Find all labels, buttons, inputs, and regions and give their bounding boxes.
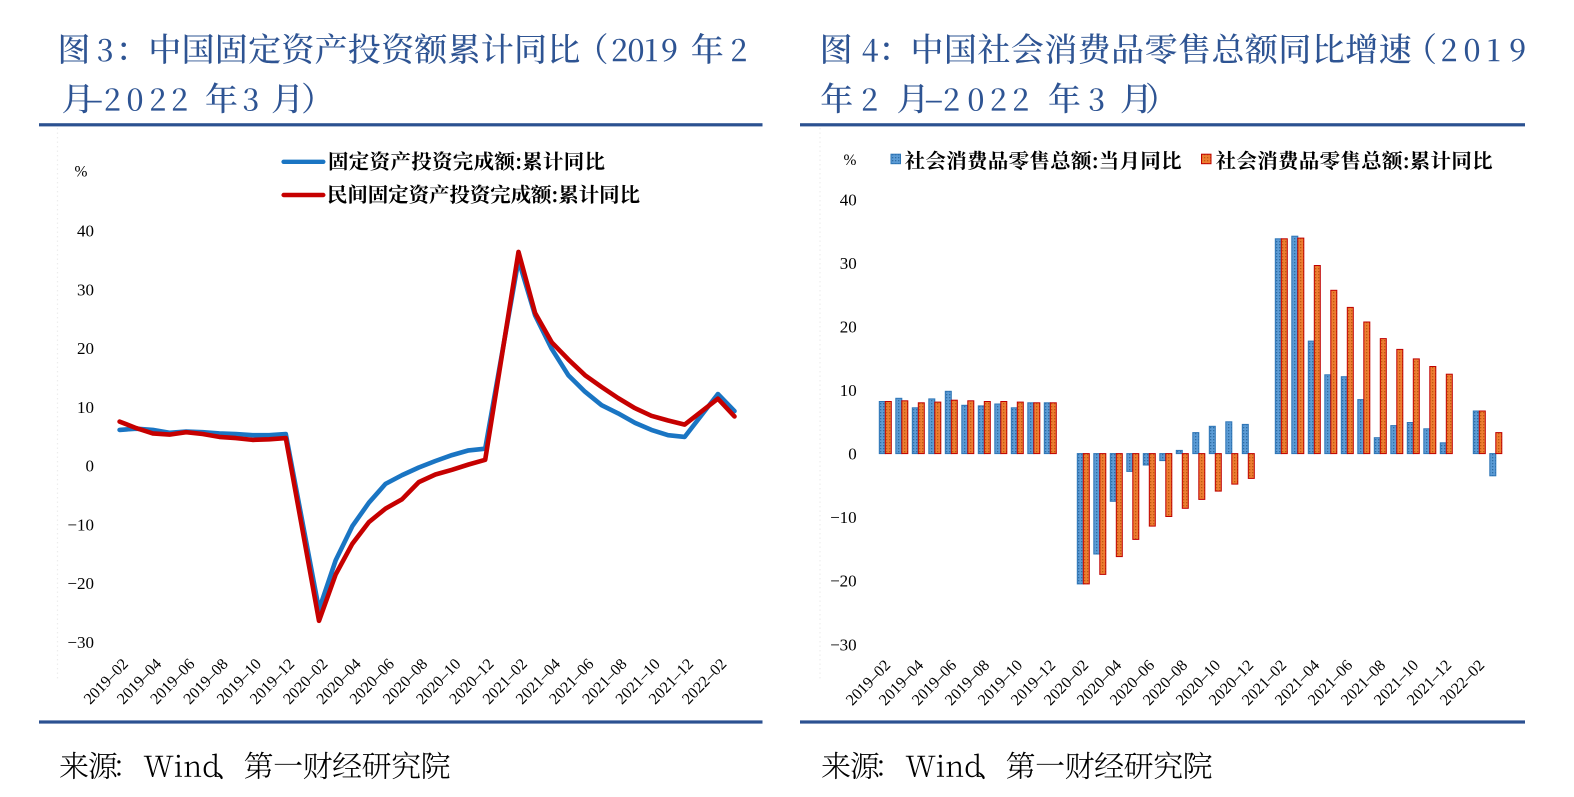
svg-text:40: 40 — [840, 190, 857, 209]
svg-text:20: 20 — [77, 339, 94, 358]
svg-text:10: 10 — [77, 398, 94, 417]
svg-text:%: % — [844, 152, 857, 169]
svg-text:0: 0 — [86, 457, 95, 476]
svg-text:10: 10 — [840, 381, 857, 400]
svg-text:20: 20 — [840, 318, 857, 337]
svg-text:−10: −10 — [67, 515, 94, 534]
svg-text:30: 30 — [77, 281, 94, 300]
svg-text:−30: −30 — [830, 635, 857, 654]
svg-text:−30: −30 — [67, 633, 94, 652]
svg-text:−10: −10 — [830, 508, 857, 527]
svg-text:30: 30 — [840, 254, 857, 273]
svg-text:%: % — [75, 164, 88, 181]
svg-text:0: 0 — [848, 445, 857, 464]
svg-text:40: 40 — [77, 222, 94, 241]
svg-text:−20: −20 — [67, 574, 94, 593]
svg-text:−20: −20 — [830, 572, 857, 591]
